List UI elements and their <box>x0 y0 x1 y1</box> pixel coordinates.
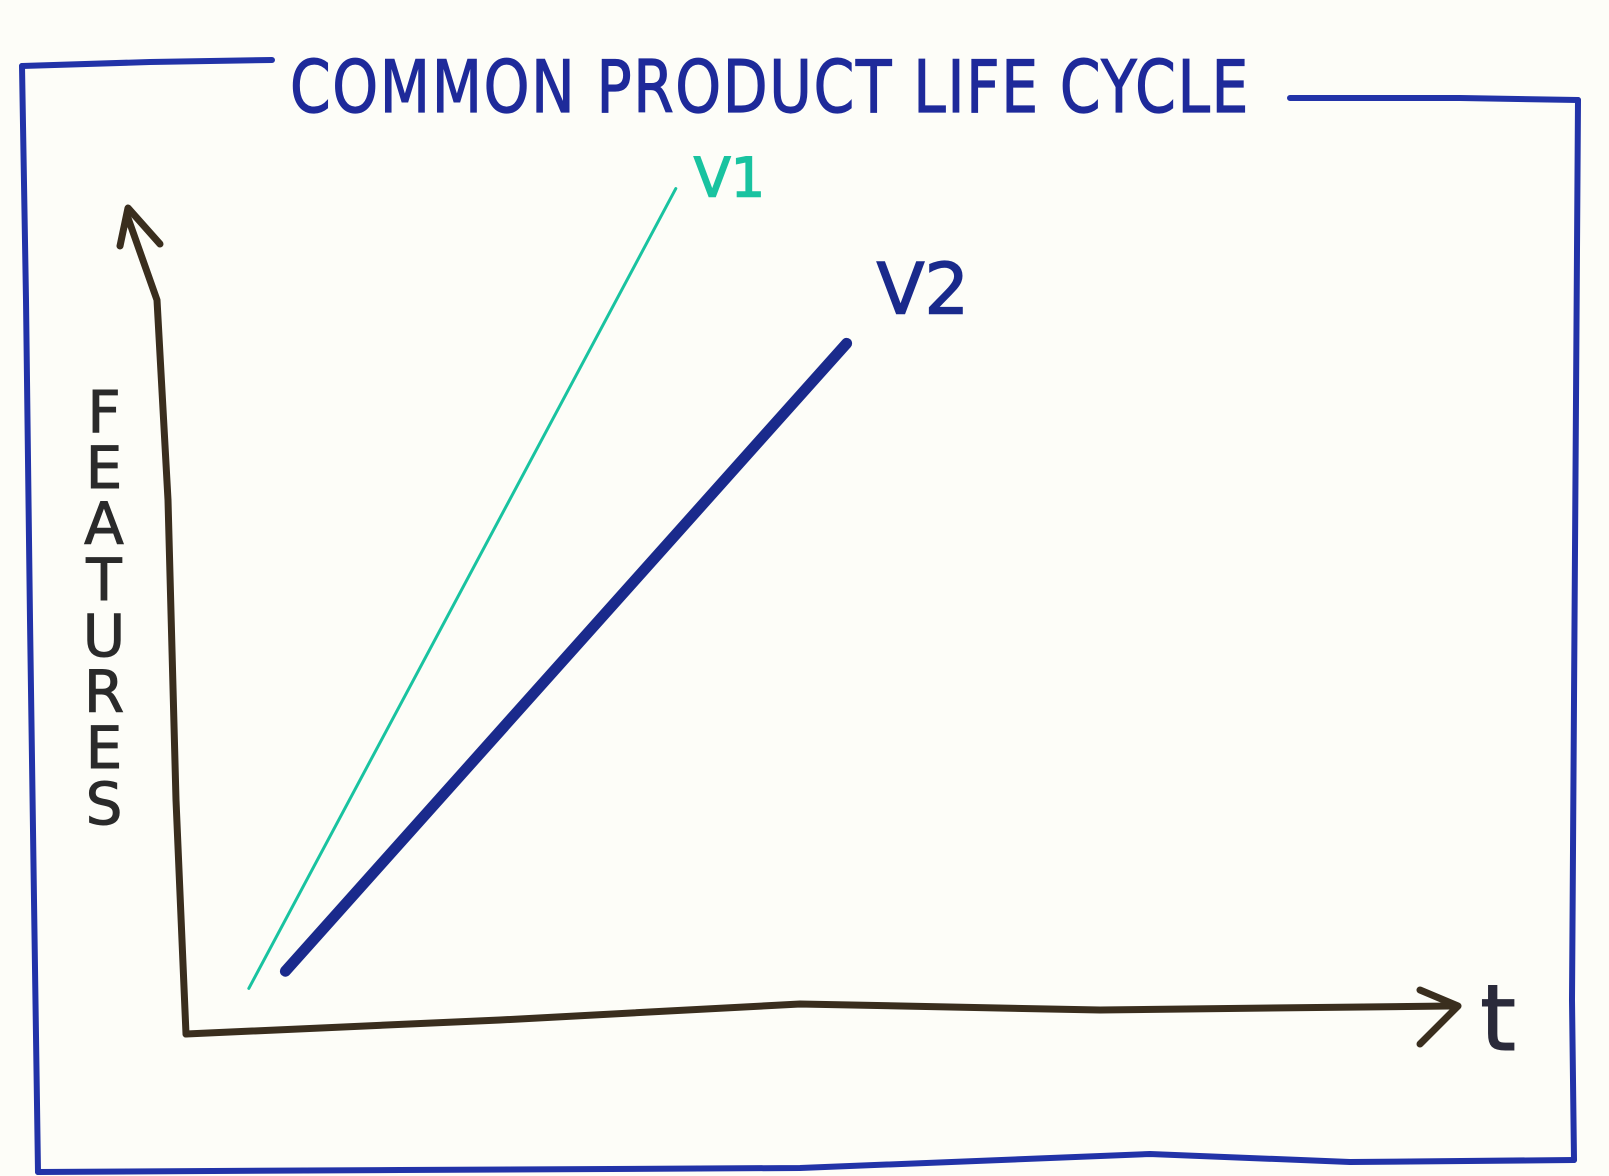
y-axis-label-letter: T <box>85 546 122 614</box>
y-axis-label-letter: E <box>86 714 123 782</box>
chart-title: COMMON PRODUCT LIFE CYCLE <box>290 45 1250 129</box>
series-line-v1 <box>247 187 678 990</box>
series-label-v1: V1 <box>694 147 765 210</box>
frame-top-right <box>1287 95 1581 103</box>
frame-bottom <box>35 1151 1577 1175</box>
x-axis-label: t <box>1480 965 1516 1072</box>
frame <box>19 57 1581 1175</box>
x-axis-line <box>182 1000 1454 1038</box>
frame-right <box>1569 97 1581 1163</box>
frame-top-left <box>19 57 275 69</box>
x-axis-arrowhead <box>1416 986 1462 1048</box>
y-axis-arrowhead <box>116 204 164 250</box>
y-axis-label-letter: F <box>87 378 120 446</box>
series-label-v2: V2 <box>877 248 969 330</box>
series-line-v2 <box>279 337 853 977</box>
axes <box>116 204 1462 1048</box>
y-axis-label-letter: E <box>86 434 123 502</box>
y-axis-label-letter: U <box>83 602 125 670</box>
y-axis-line <box>124 214 190 1038</box>
plot-area: V1 V2 <box>247 146 970 990</box>
y-axis-label-letter: A <box>84 490 124 558</box>
y-axis-label-letter: R <box>84 658 124 726</box>
y-axis-label-letter: S <box>86 770 123 838</box>
frame-left <box>19 63 41 1175</box>
